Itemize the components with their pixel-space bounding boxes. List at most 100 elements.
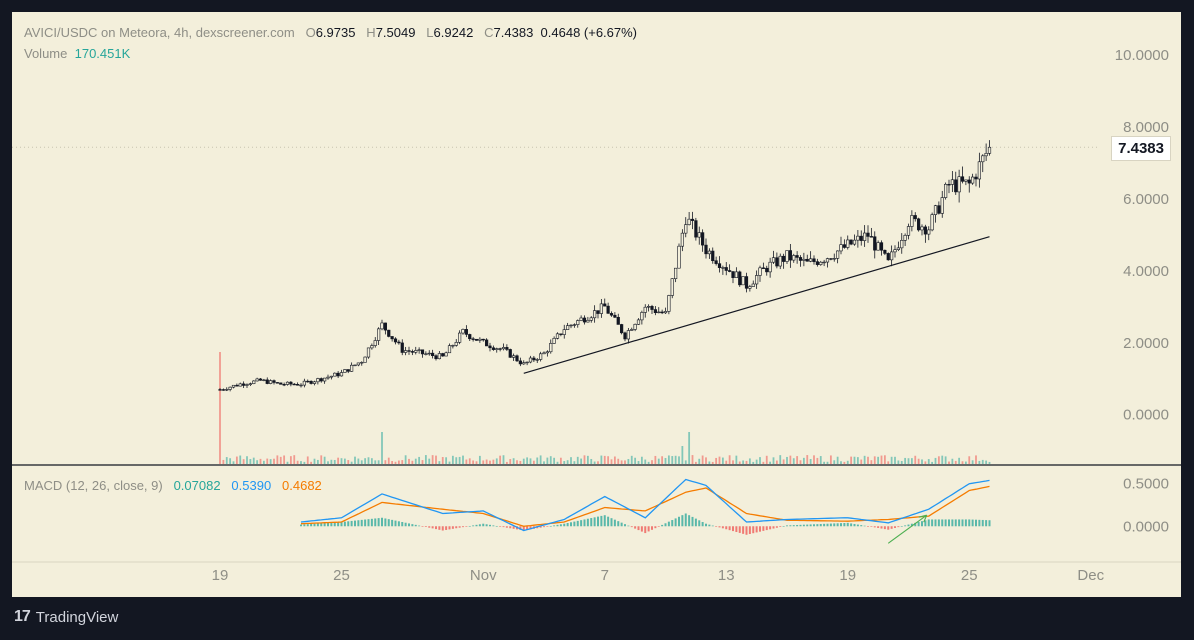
macd-histogram-bar [921,521,923,527]
macd-histogram-bar [708,524,711,527]
volume-bar [674,455,677,464]
candle-body [690,218,695,221]
volume-bar [235,456,238,464]
volume-bar [627,459,630,464]
volume-bar [958,457,961,464]
symbol-title[interactable]: AVICI/USDC on Meteora, 4h, dexscreener.c… [24,25,295,40]
volume-bar [863,455,866,464]
chart-canvas[interactable]: 10.0000 8.0000 6.0000 4.0000 2.0000 0.0000 0.5… [12,12,1181,597]
macd-histogram-bar [978,519,981,527]
macd-histogram-bar [897,526,900,528]
macd-histogram-bar [944,519,947,527]
macd-histogram-bar [627,525,630,527]
tradingview-logo-icon: 17 [14,608,31,625]
volume-bar [374,460,377,464]
macd-histogram-bar [964,519,967,527]
arrow-annotation[interactable] [887,514,928,544]
volume-bar [381,432,383,464]
candle-body [950,179,954,185]
volume-bar [721,457,724,464]
volume-bar [526,457,529,464]
volume-bar [894,456,896,464]
candle-body [910,215,914,227]
candle-body [495,348,499,350]
volume-bar [266,458,269,464]
candle-body [343,369,347,373]
volume-bar [408,458,410,464]
volume-bar [566,460,569,464]
macd-histogram-bar [408,523,410,527]
candle-body [461,329,465,334]
macd-histogram-bar [485,524,488,527]
volume-bar [394,461,397,464]
macd-histogram-bar [330,522,333,527]
macd-histogram-bar [738,526,741,533]
candle-body [633,323,637,330]
macd-histogram-bar [779,526,782,527]
time-axis-tick: 19 [839,567,856,584]
candle-body [329,375,333,378]
macd-histogram-bar [448,526,451,530]
candle-body [782,255,786,262]
candle-body [957,176,961,193]
candle-body [285,381,290,385]
macd-histogram-bar [924,520,927,527]
volume-bar [792,458,795,464]
candle-body [933,205,938,215]
macd-histogram-bar [836,523,839,527]
volume-bar [495,458,498,464]
macd-histogram-bar [721,526,724,529]
price-axis-tick: 8.0000 [1123,119,1169,136]
macd-label[interactable]: MACD (12, 26, close, 9) [24,478,163,493]
macd-histogram-bar [549,525,552,527]
time-axis-tick: 7 [601,567,609,584]
candle-body [701,232,705,246]
volume-bar [559,457,562,464]
macd-histogram-bar [826,523,829,527]
volume-bar [745,460,748,464]
candle-body [616,316,620,325]
candle-body [468,334,472,340]
volume-bar [732,460,734,464]
macd-histogram-bar [914,522,917,527]
time-axis-tick: Nov [470,567,497,584]
volume-bar [728,455,731,464]
candle-body [231,384,236,388]
candle-body [954,179,958,193]
macd-histogram-bar [610,518,613,527]
candle-body [296,384,300,386]
macd-histogram-bar [617,521,620,527]
macd-histogram-bar [607,516,610,527]
candle-body [410,351,414,353]
macd-histogram-bar [603,515,606,527]
volume-bar [647,461,650,464]
macd-histogram-bar [651,526,653,530]
tradingview-brand[interactable]: 17 TradingView [14,608,118,626]
candle-body [248,383,252,385]
macd-histogram-bar [519,526,522,530]
macd-histogram-bar [354,520,356,527]
candle-body [417,349,421,351]
macd-histogram-bar [715,526,718,527]
macd-histogram-bar [509,526,512,529]
macd-histogram-bar [917,522,920,527]
macd-signal-line [300,485,990,527]
volume-bar [455,457,458,464]
macd-histogram-bar [320,523,323,527]
support-trendline[interactable] [523,236,990,374]
volume-bar [725,460,728,464]
candle-body [964,179,968,182]
macd-histogram-bar [867,526,869,527]
candle-body [360,362,364,364]
volume-bar [313,458,316,464]
candle-body [603,303,607,307]
candle-body [825,258,830,263]
candle-body [775,257,779,267]
volume-bar [445,457,448,464]
volume-bar [316,459,319,464]
volume-bar [465,459,468,464]
macd-histogram-bar [887,526,890,530]
volume-bar [688,432,691,464]
macd-histogram-bar [694,518,697,527]
candle-body [805,258,809,262]
